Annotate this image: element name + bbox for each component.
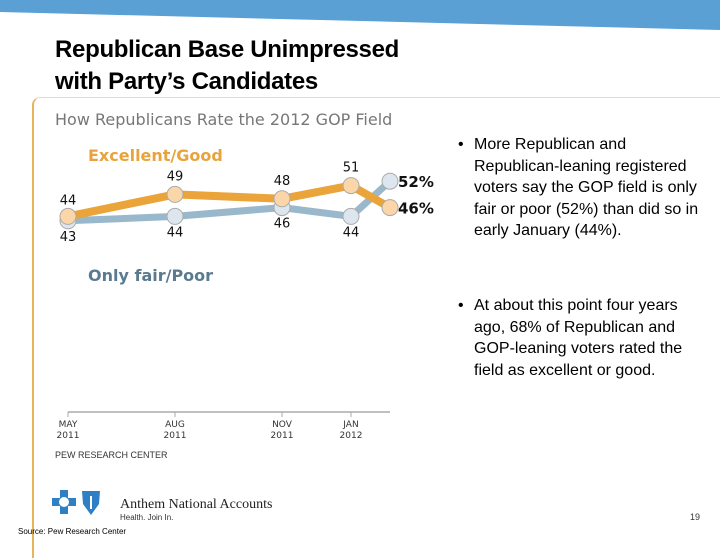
legend-excellent-good: Excellent/Good — [88, 146, 223, 165]
chart-title: How Republicans Rate the 2012 GOP Field — [55, 110, 393, 129]
bullet-dot: • — [458, 297, 464, 314]
x-tick-label: AUG — [165, 420, 185, 430]
slide-title: Republican Base Unimpressed with Party’s… — [55, 34, 399, 98]
x-tick-label: 2012 — [340, 431, 363, 441]
bullet-dot: • — [458, 136, 464, 153]
chart-source-note: PEW RESEARCH CENTER — [55, 450, 168, 460]
x-tick-label: 2011 — [271, 431, 294, 441]
data-label: 48 — [274, 174, 291, 189]
bullet-text: More Republican and Republican-leaning r… — [474, 136, 699, 239]
x-tick-label: NOV — [272, 420, 293, 430]
bullet-text: At about this point four years ago, 68% … — [474, 297, 683, 379]
header-band — [0, 0, 720, 30]
data-point — [381, 172, 399, 190]
chart-panel — [32, 97, 720, 558]
data-point — [166, 207, 184, 225]
slide-source: Source: Pew Research Center — [18, 527, 127, 536]
title-line-2: with Party’s Candidates — [55, 68, 318, 95]
bullet-1: • More Republican and Republican-leaning… — [458, 134, 703, 242]
data-point — [381, 199, 399, 217]
data-label: 44 — [343, 225, 360, 240]
data-point — [59, 207, 77, 225]
bullet-2: • At about this point four years ago, 68… — [458, 295, 703, 381]
data-label: 43 — [60, 230, 77, 245]
data-label: 52% — [398, 173, 434, 191]
data-point — [342, 177, 360, 195]
anthem-tagline: Health. Join In. — [120, 513, 174, 522]
data-label: 49 — [167, 169, 184, 184]
data-point — [166, 185, 184, 203]
anthem-logo-text: Anthem National Accounts — [120, 497, 273, 512]
x-tick-label: JAN — [342, 420, 358, 430]
data-label: 46% — [398, 200, 434, 218]
data-label: 51 — [343, 161, 360, 176]
data-point — [342, 207, 360, 225]
x-tick-label: MAY — [59, 420, 78, 430]
legend-only-fair-poor: Only fair/Poor — [88, 266, 214, 285]
title-line-1: Republican Base Unimpressed — [55, 36, 400, 63]
data-label: 44 — [167, 225, 184, 240]
page-number: 19 — [690, 512, 701, 522]
bcbs-logo-icon — [52, 490, 100, 515]
x-tick-label: 2011 — [57, 431, 80, 441]
data-point — [273, 190, 291, 208]
x-tick-label: 2011 — [164, 431, 187, 441]
data-label: 44 — [60, 193, 77, 208]
data-label: 46 — [274, 217, 291, 232]
